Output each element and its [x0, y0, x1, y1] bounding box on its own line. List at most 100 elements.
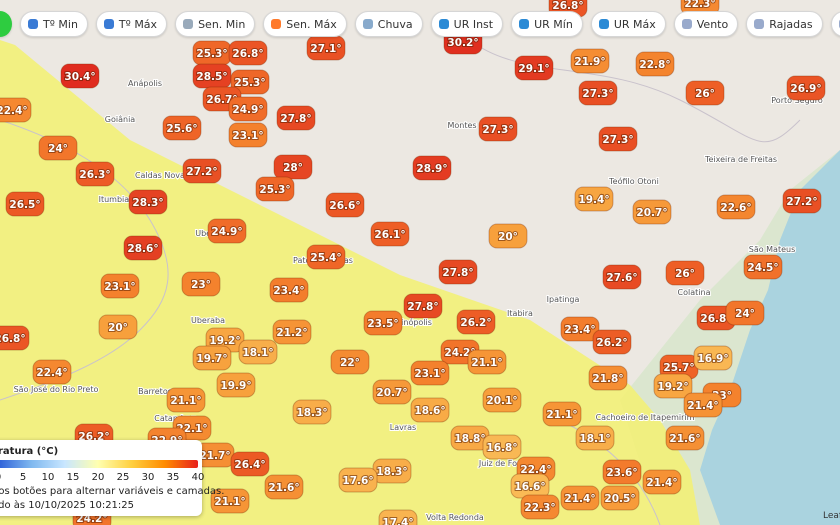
marker-label: 20° [498, 231, 518, 243]
legend-tick: 25 [116, 472, 130, 483]
marker-label: 21.7° [199, 450, 230, 462]
marker-box [75, 161, 115, 187]
temperature-marker: 24.9° [207, 218, 247, 244]
marker-label: 16.9° [697, 353, 728, 365]
marker-label: 17.6° [342, 475, 373, 487]
marker-box [128, 189, 168, 215]
marker-label: 17.4° [382, 517, 413, 525]
marker-label: 23.4° [564, 324, 595, 336]
marker-label: 24° [735, 308, 755, 320]
toolbar-button[interactable]: Sen. Min [175, 11, 256, 37]
marker-label: 21.2° [276, 327, 307, 339]
marker-label: 27.2° [186, 166, 217, 178]
marker-box [264, 474, 304, 500]
marker-label: 26.8° [232, 48, 263, 60]
button-icon [438, 19, 449, 29]
temperature-marker: 26.9° [786, 75, 826, 101]
marker-box [438, 259, 478, 285]
marker-label: 27.8° [280, 113, 311, 125]
marker-box [0, 325, 30, 351]
button-label: Tº Min [43, 17, 78, 31]
button-icon [28, 19, 38, 29]
marker-box [38, 135, 78, 161]
marker-box [632, 199, 672, 225]
legend-ticks: 0 5 10 15 20 25 30 35 40 [0, 472, 204, 484]
toolbar-button[interactable]: Tº Máx [95, 11, 168, 37]
marker-label: 25.4° [310, 252, 341, 264]
marker-label: 23.5° [367, 318, 398, 330]
temperature-marker: 26.8° [0, 325, 30, 351]
temperature-marker: 26.4° [230, 451, 270, 477]
place-label: Porto Seguro [771, 96, 823, 105]
attribution: Leaf [823, 511, 840, 521]
marker-box [575, 425, 615, 451]
marker-box [228, 96, 268, 122]
marker-label: 23.4° [273, 285, 304, 297]
temperature-marker: 23.6° [602, 459, 642, 485]
temperature-marker: 28.9° [412, 155, 452, 181]
marker-box [478, 116, 518, 142]
button-label: UR Mín [534, 17, 573, 31]
temperature-marker: 21.1° [542, 401, 582, 427]
temperature-marker: 18.1° [575, 425, 615, 451]
toolbar-button[interactable]: UR Inst [430, 11, 504, 37]
temperature-marker: 27.8° [403, 293, 443, 319]
place-label: Montes [447, 121, 476, 130]
marker-box [276, 105, 316, 131]
button-icon [681, 19, 692, 29]
temperature-marker: 24° [38, 135, 78, 161]
marker-box [100, 273, 140, 299]
marker-label: 24.9° [211, 226, 242, 238]
place-label: Caldas Novas [135, 171, 189, 180]
home-button[interactable] [0, 11, 12, 37]
temperature-marker: 23.4° [269, 277, 309, 303]
marker-label: 25.3° [196, 48, 227, 60]
marker-label: 24° [48, 143, 68, 155]
marker-box [255, 176, 295, 202]
marker-label: 18.1° [579, 433, 610, 445]
marker-label: 22° [340, 357, 360, 369]
temperature-marker: 19.4° [574, 186, 614, 212]
temperature-marker: 18.3° [372, 458, 412, 484]
legend-tick: 30 [141, 472, 155, 483]
marker-box [482, 387, 522, 413]
marker-label: 28° [283, 162, 303, 174]
marker-label: 21.9° [574, 56, 605, 68]
temperature-marker: 25.7° [659, 354, 699, 380]
toolbar-button[interactable]: Rajadas [746, 11, 823, 37]
marker-label: 21.1° [214, 496, 245, 508]
temperature-marker: 16.6° [510, 473, 550, 499]
temperature-marker: 25.4° [306, 244, 346, 270]
temperature-marker: 17.4° [378, 509, 418, 525]
marker-label: 27.2° [786, 196, 817, 208]
temperature-marker: 25.3° [230, 69, 270, 95]
marker-box [570, 48, 610, 74]
marker-label: 22.8° [639, 59, 670, 71]
legend-tick: 15 [66, 472, 80, 483]
toolbar-button[interactable]: Vento [673, 11, 739, 37]
toolbar-button[interactable]: Rajadas Max [830, 11, 840, 37]
toolbar-button[interactable]: UR Máx [590, 11, 666, 37]
marker-label: 30.4° [64, 71, 95, 83]
marker-label: 21.6° [268, 482, 299, 494]
marker-label: 18.3° [376, 466, 407, 478]
marker-box [743, 254, 783, 280]
button-label: UR Inst [453, 17, 494, 31]
toolbar-button[interactable]: Sen. Máx [263, 11, 347, 37]
toolbar-button[interactable]: Tº Min [20, 11, 88, 37]
temperature-marker: 25.3° [255, 176, 295, 202]
toolbar-button[interactable]: UR Mín [511, 11, 583, 37]
marker-box [273, 154, 313, 180]
temperature-marker: 22.8° [635, 51, 675, 77]
marker-box [370, 221, 410, 247]
temperature-marker: 27.3° [598, 126, 638, 152]
marker-label: 26.8° [700, 313, 731, 325]
place-label: São José do Rio Preto [14, 384, 99, 394]
button-icon [838, 19, 840, 29]
toolbar-button[interactable]: Chuva [354, 11, 423, 37]
button-icon [754, 19, 765, 29]
temperature-marker: 28.6° [123, 235, 163, 261]
temperature-marker: 21.2° [272, 319, 312, 345]
marker-label: 22.3° [524, 502, 555, 514]
